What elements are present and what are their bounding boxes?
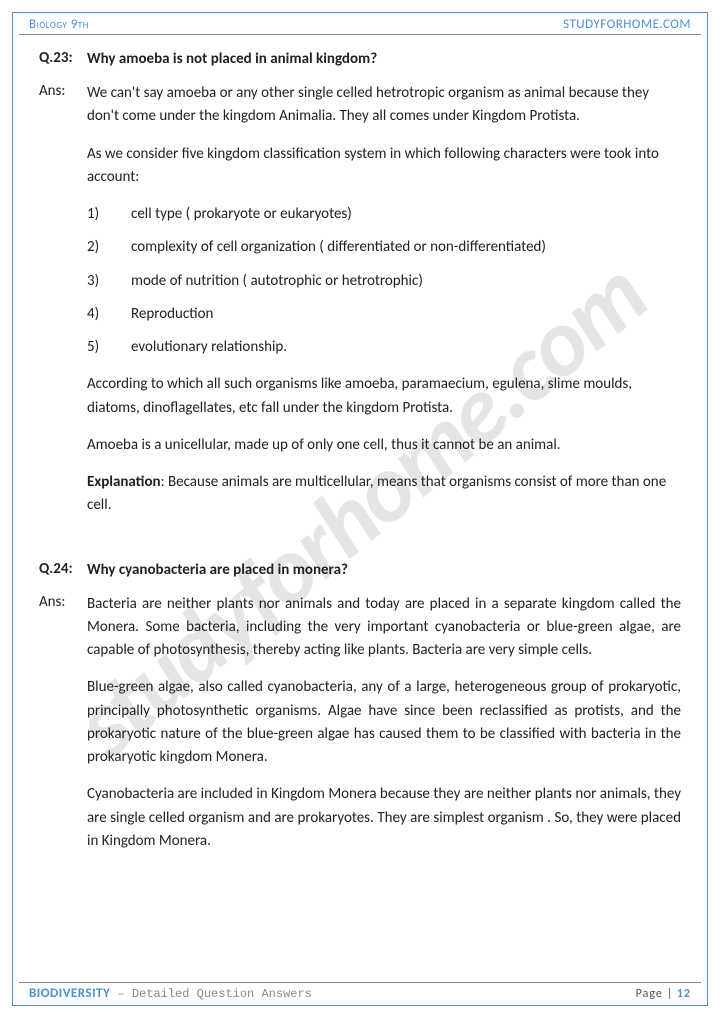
page-label: Page | [636,987,673,1001]
list-item: 2) complexity of cell organization ( dif… [87,236,681,259]
question-row: Q.23: Why amoeba is not placed in animal… [39,49,681,70]
answer-row: Ans: We can't say amoeba or any other si… [39,82,681,532]
list-number: 3) [87,270,131,293]
list-text: cell type ( prokaryote or eukaryotes) [131,203,681,226]
question-text: Why amoeba is not placed in animal kingd… [87,49,377,70]
list-item: 3) mode of nutrition ( autotrophic or he… [87,270,681,293]
answer-body: We can't say amoeba or any other single … [87,82,681,532]
list-text: Reproduction [131,303,681,326]
page-footer: BIODIVERSITY – Detailed Question Answers… [19,982,701,1001]
header-site: STUDYFORHOME.COM [563,17,691,32]
paragraph: As we consider five kingdom classificati… [87,143,681,190]
paragraph: According to which all such organisms li… [87,373,681,420]
question-24-block: Q.24: Why cyanobacteria are placed in mo… [39,560,681,868]
list-item: 1) cell type ( prokaryote or eukaryotes) [87,203,681,226]
list-item: 4) Reproduction [87,303,681,326]
paragraph: Amoeba is a unicellular, made up of only… [87,434,681,457]
paragraph: Cyanobacteria are included in Kingdom Mo… [87,783,681,853]
paragraph: Bacteria are neither plants nor animals … [87,593,681,663]
list-item: 5) evolutionary relationship. [87,336,681,359]
explanation-label: Explanation [87,473,161,491]
page-number: 12 [677,987,691,1001]
answer-label: Ans: [39,593,81,868]
list-number: 5) [87,336,131,359]
page-frame: studyforhome.com Biology 9th STUDYFORHOM… [12,12,708,1006]
question-text: Why cyanobacteria are placed in monera? [87,560,348,581]
list-text: complexity of cell organization ( differ… [131,236,681,259]
answer-row: Ans: Bacteria are neither plants nor ani… [39,593,681,868]
question-label: Q.23: [39,49,81,70]
page-content: Q.23: Why amoeba is not placed in animal… [13,35,707,905]
list-text: evolutionary relationship. [131,336,681,359]
answer-label: Ans: [39,82,81,532]
page-header: Biology 9th STUDYFORHOME.COM [19,13,701,35]
header-subject: Biology 9th [29,17,89,32]
footer-topic: BIODIVERSITY [29,986,110,1001]
answer-body: Bacteria are neither plants nor animals … [87,593,681,868]
footer-subtitle: – Detailed Question Answers [110,987,312,1001]
footer-left: BIODIVERSITY – Detailed Question Answers [29,986,312,1001]
list-number: 1) [87,203,131,226]
explanation-text: : Because animals are multicellular, mea… [87,473,666,514]
list-number: 4) [87,303,131,326]
list-text: mode of nutrition ( autotrophic or hetro… [131,270,681,293]
paragraph: Blue-green algae, also called cyanobacte… [87,676,681,769]
question-row: Q.24: Why cyanobacteria are placed in mo… [39,560,681,581]
paragraph: Explanation: Because animals are multice… [87,471,681,518]
list-number: 2) [87,236,131,259]
paragraph: We can't say amoeba or any other single … [87,82,681,129]
footer-right: Page | 12 [636,987,691,1001]
question-label: Q.24: [39,560,81,581]
question-23-block: Q.23: Why amoeba is not placed in animal… [39,49,681,532]
